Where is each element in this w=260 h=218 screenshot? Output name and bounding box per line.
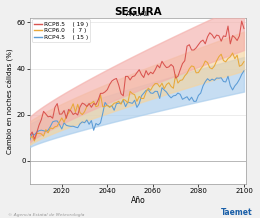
Text: ANUAL: ANUAL xyxy=(126,11,150,17)
X-axis label: Año: Año xyxy=(131,196,145,204)
Text: © Agencia Estatal de Meteorología: © Agencia Estatal de Meteorología xyxy=(8,213,84,217)
Legend: RCP8.5    ( 19 ), RCP6.0    (  7 ), RCP4.5    ( 15 ): RCP8.5 ( 19 ), RCP6.0 ( 7 ), RCP4.5 ( 15… xyxy=(32,19,90,42)
Y-axis label: Cambio en noches cálidas (%): Cambio en noches cálidas (%) xyxy=(7,48,14,154)
Text: Taemet: Taemet xyxy=(220,208,252,217)
Title: SEGURA: SEGURA xyxy=(114,7,162,17)
